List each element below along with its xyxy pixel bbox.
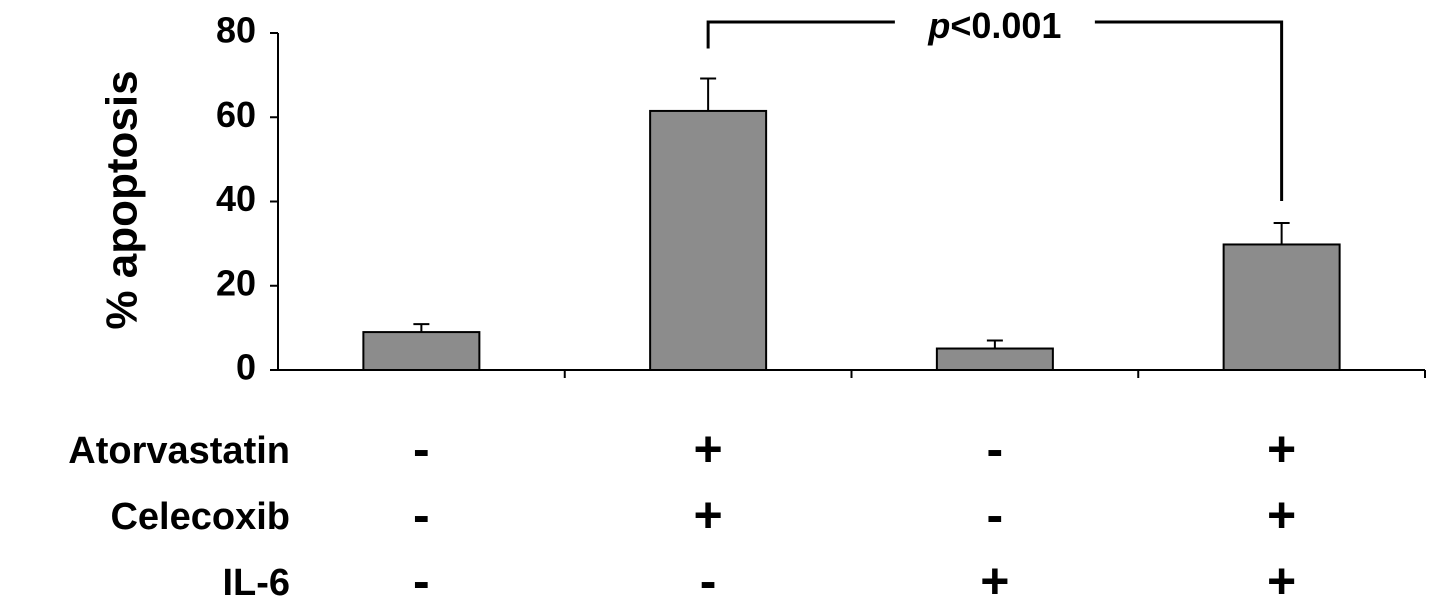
y-axis-label: % apoptosis xyxy=(98,70,147,329)
bar xyxy=(935,347,1054,371)
treatment-sign: - xyxy=(413,553,430,609)
y-tick-label: 40 xyxy=(216,178,256,219)
treatment-sign: + xyxy=(1267,421,1296,477)
bar xyxy=(362,331,481,371)
treatment-sign: + xyxy=(1267,487,1296,543)
y-tick-label: 20 xyxy=(216,262,256,303)
treatment-sign: - xyxy=(700,553,717,609)
significance-value: <0.001 xyxy=(950,5,1061,46)
bar xyxy=(1222,243,1341,371)
significance-label: p<0.001 xyxy=(927,5,1061,46)
significance-symbol: p xyxy=(927,5,950,46)
treatment-sign: + xyxy=(694,421,723,477)
treatment-sign: + xyxy=(980,553,1009,609)
treatment-label: Celecoxib xyxy=(110,496,290,538)
treatment-sign: - xyxy=(987,421,1004,477)
y-tick-label: 0 xyxy=(236,347,256,388)
significance-bracket xyxy=(706,20,1284,201)
treatment-sign: - xyxy=(413,487,430,543)
bar xyxy=(649,109,768,372)
treatment-sign: + xyxy=(694,487,723,543)
y-tick-label: 60 xyxy=(216,94,256,135)
y-tick-label: 80 xyxy=(216,10,256,51)
treatment-label: Atorvastatin xyxy=(68,430,290,472)
treatment-sign: - xyxy=(413,421,430,477)
treatment-sign: - xyxy=(987,487,1004,543)
treatment-sign: + xyxy=(1267,553,1296,609)
treatment-label: IL-6 xyxy=(222,562,290,604)
